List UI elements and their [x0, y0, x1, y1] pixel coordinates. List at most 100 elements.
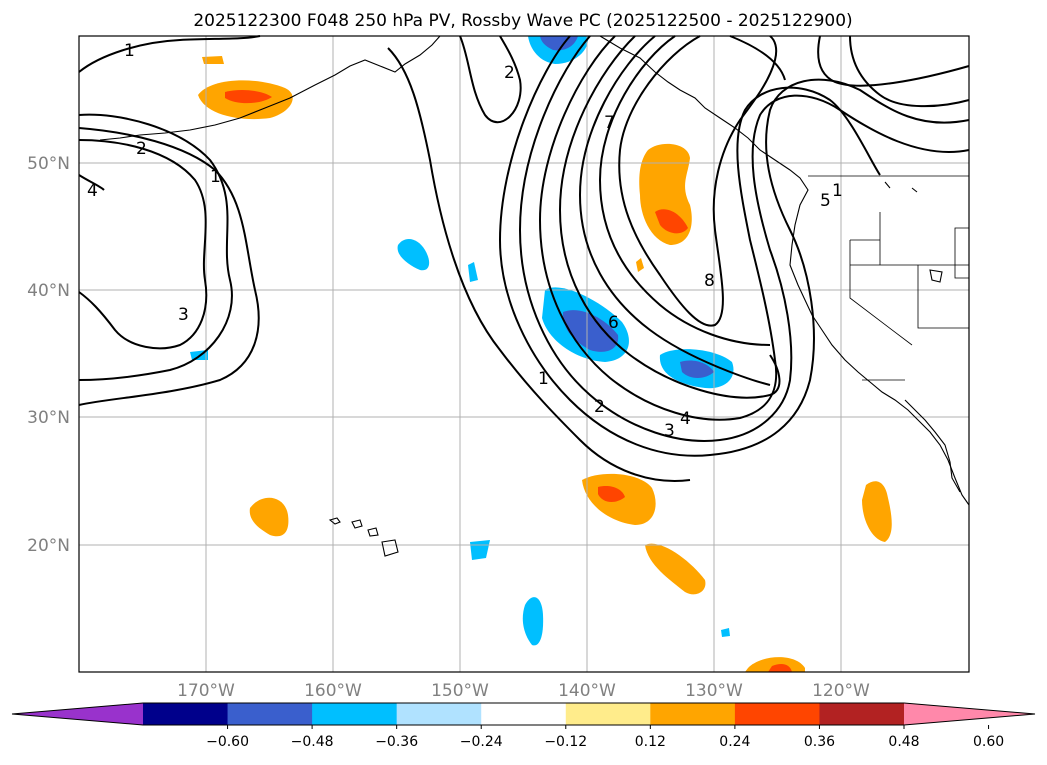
- contour-line: [78, 113, 233, 381]
- colorbar-segment: [312, 703, 398, 725]
- lat-label: 50°N: [27, 154, 70, 174]
- contour-label: 2: [594, 397, 605, 417]
- lat-label: 30°N: [27, 408, 70, 428]
- contour-label: 5: [820, 191, 831, 211]
- map-frame: [78, 35, 970, 673]
- anomaly-region: [862, 481, 892, 542]
- anomaly-core: [768, 664, 792, 672]
- contour-label: 8: [704, 271, 715, 291]
- contour-label: 1: [832, 181, 843, 201]
- colorbar-tick-label: 0.48: [888, 734, 919, 750]
- contour-label: 4: [680, 409, 691, 429]
- anomaly-region: [721, 628, 730, 637]
- colorbar-tick-label: −0.24: [460, 734, 503, 750]
- anomaly-core: [540, 36, 578, 51]
- colorbar-segment: [650, 703, 736, 725]
- contour-line: [578, 35, 771, 386]
- contour-line: [78, 139, 208, 350]
- contour-label: 2: [136, 139, 147, 159]
- contour-label: 3: [664, 421, 675, 441]
- contour-line: [538, 35, 881, 421]
- colorbar-segment: [396, 703, 482, 725]
- colorbar-segment: [143, 703, 229, 725]
- anomaly-core: [680, 360, 714, 378]
- colorbar-extend-high: [904, 703, 1035, 725]
- latitude-labels: 50°N 40°N 30°N 20°N: [27, 154, 70, 556]
- anomaly-region: [645, 543, 706, 595]
- map-background: [79, 36, 969, 672]
- contour-label: 2: [504, 63, 515, 83]
- lon-label: 160°W: [304, 681, 362, 701]
- contour-label: 6: [608, 313, 619, 333]
- contour-line: [849, 35, 970, 108]
- contour-line: [78, 35, 261, 73]
- colorbar-tick-label: −0.60: [206, 734, 249, 750]
- contour-line: [618, 35, 778, 327]
- colorbar-segment: [481, 703, 567, 725]
- lat-label: 20°N: [27, 536, 70, 556]
- anomaly-core: [598, 486, 625, 503]
- contour-line: [817, 35, 970, 87]
- colorbar-segment: [819, 703, 905, 725]
- colorbar-segment: [734, 703, 820, 725]
- contour-line: [729, 35, 786, 81]
- anomaly-region: [468, 262, 478, 282]
- pv-contours: [78, 35, 970, 482]
- colorbar-tick-label: −0.12: [544, 734, 587, 750]
- political-borders: [808, 175, 970, 381]
- baja-california-coast: [904, 399, 961, 493]
- anomaly-core: [655, 209, 688, 234]
- colorbar-outline: [11, 702, 1036, 726]
- anomaly-core: [225, 89, 272, 104]
- gridlines: [79, 36, 969, 672]
- contour-labels: 1 2 4 1 2 3 7 8 6 5 1 1 2 4 3: [87, 41, 843, 441]
- contour-label: 1: [210, 167, 221, 187]
- lake-features: [884, 181, 943, 283]
- contour-line: [459, 35, 522, 123]
- contour-label: 3: [178, 305, 189, 325]
- lat-label: 40°N: [27, 281, 70, 301]
- lon-label: 150°W: [431, 681, 489, 701]
- colorbar-segment: [227, 703, 313, 725]
- contour-label: 1: [538, 369, 549, 389]
- contour-line: [387, 47, 691, 482]
- lon-label: 140°W: [558, 681, 616, 701]
- contour-line: [518, 35, 970, 442]
- lon-label: 120°W: [812, 681, 870, 701]
- contour-line: [598, 35, 771, 346]
- contour-line: [558, 35, 781, 399]
- colorbar: −0.60 −0.48 −0.36 −0.24 −0.12 0.12 0.24 0.36 0.4…: [11, 702, 1036, 750]
- contour-line: [498, 35, 970, 457]
- anomaly-region: [397, 238, 430, 271]
- contour-label: 4: [87, 181, 98, 201]
- lon-label: 170°W: [177, 681, 235, 701]
- north-america-coast: [599, 35, 970, 506]
- colorbar-tick-label: −0.36: [375, 734, 418, 750]
- colorbar-tick-label: 0.12: [635, 734, 666, 750]
- longitude-labels: 170°W 160°W 150°W 140°W 130°W 120°W: [177, 681, 870, 701]
- colorbar-extend-low: [12, 703, 143, 725]
- contour-line: [78, 174, 105, 191]
- colorbar-tick-label: 0.60: [973, 734, 1004, 750]
- contour-label: 1: [124, 41, 135, 61]
- anomaly-region: [202, 56, 224, 64]
- colorbar-segment: [565, 703, 651, 725]
- anomaly-core: [562, 310, 619, 352]
- contour-line: [78, 127, 260, 406]
- figure-title: 2025122300 F048 250 hPa PV, Rossby Wave …: [193, 11, 852, 31]
- coastlines: [99, 35, 970, 557]
- colorbar-tick-label: 0.24: [719, 734, 750, 750]
- contour-label: 7: [604, 113, 615, 133]
- positive-anomaly-shading: [198, 56, 892, 672]
- state-borders: [849, 212, 969, 346]
- hawaii-islands: [328, 517, 399, 557]
- map-panel: 1 2 4 1 2 3 7 8 6 5 1 1 2 4 3: [78, 35, 970, 673]
- anomaly-region: [636, 258, 644, 272]
- colorbar-tick-label: 0.36: [804, 734, 835, 750]
- colorbar-tick-label: −0.48: [291, 734, 334, 750]
- anomaly-region: [249, 497, 289, 537]
- aleutian-alaska-coast: [99, 35, 441, 141]
- anomaly-region: [522, 597, 544, 646]
- lon-label: 130°W: [685, 681, 743, 701]
